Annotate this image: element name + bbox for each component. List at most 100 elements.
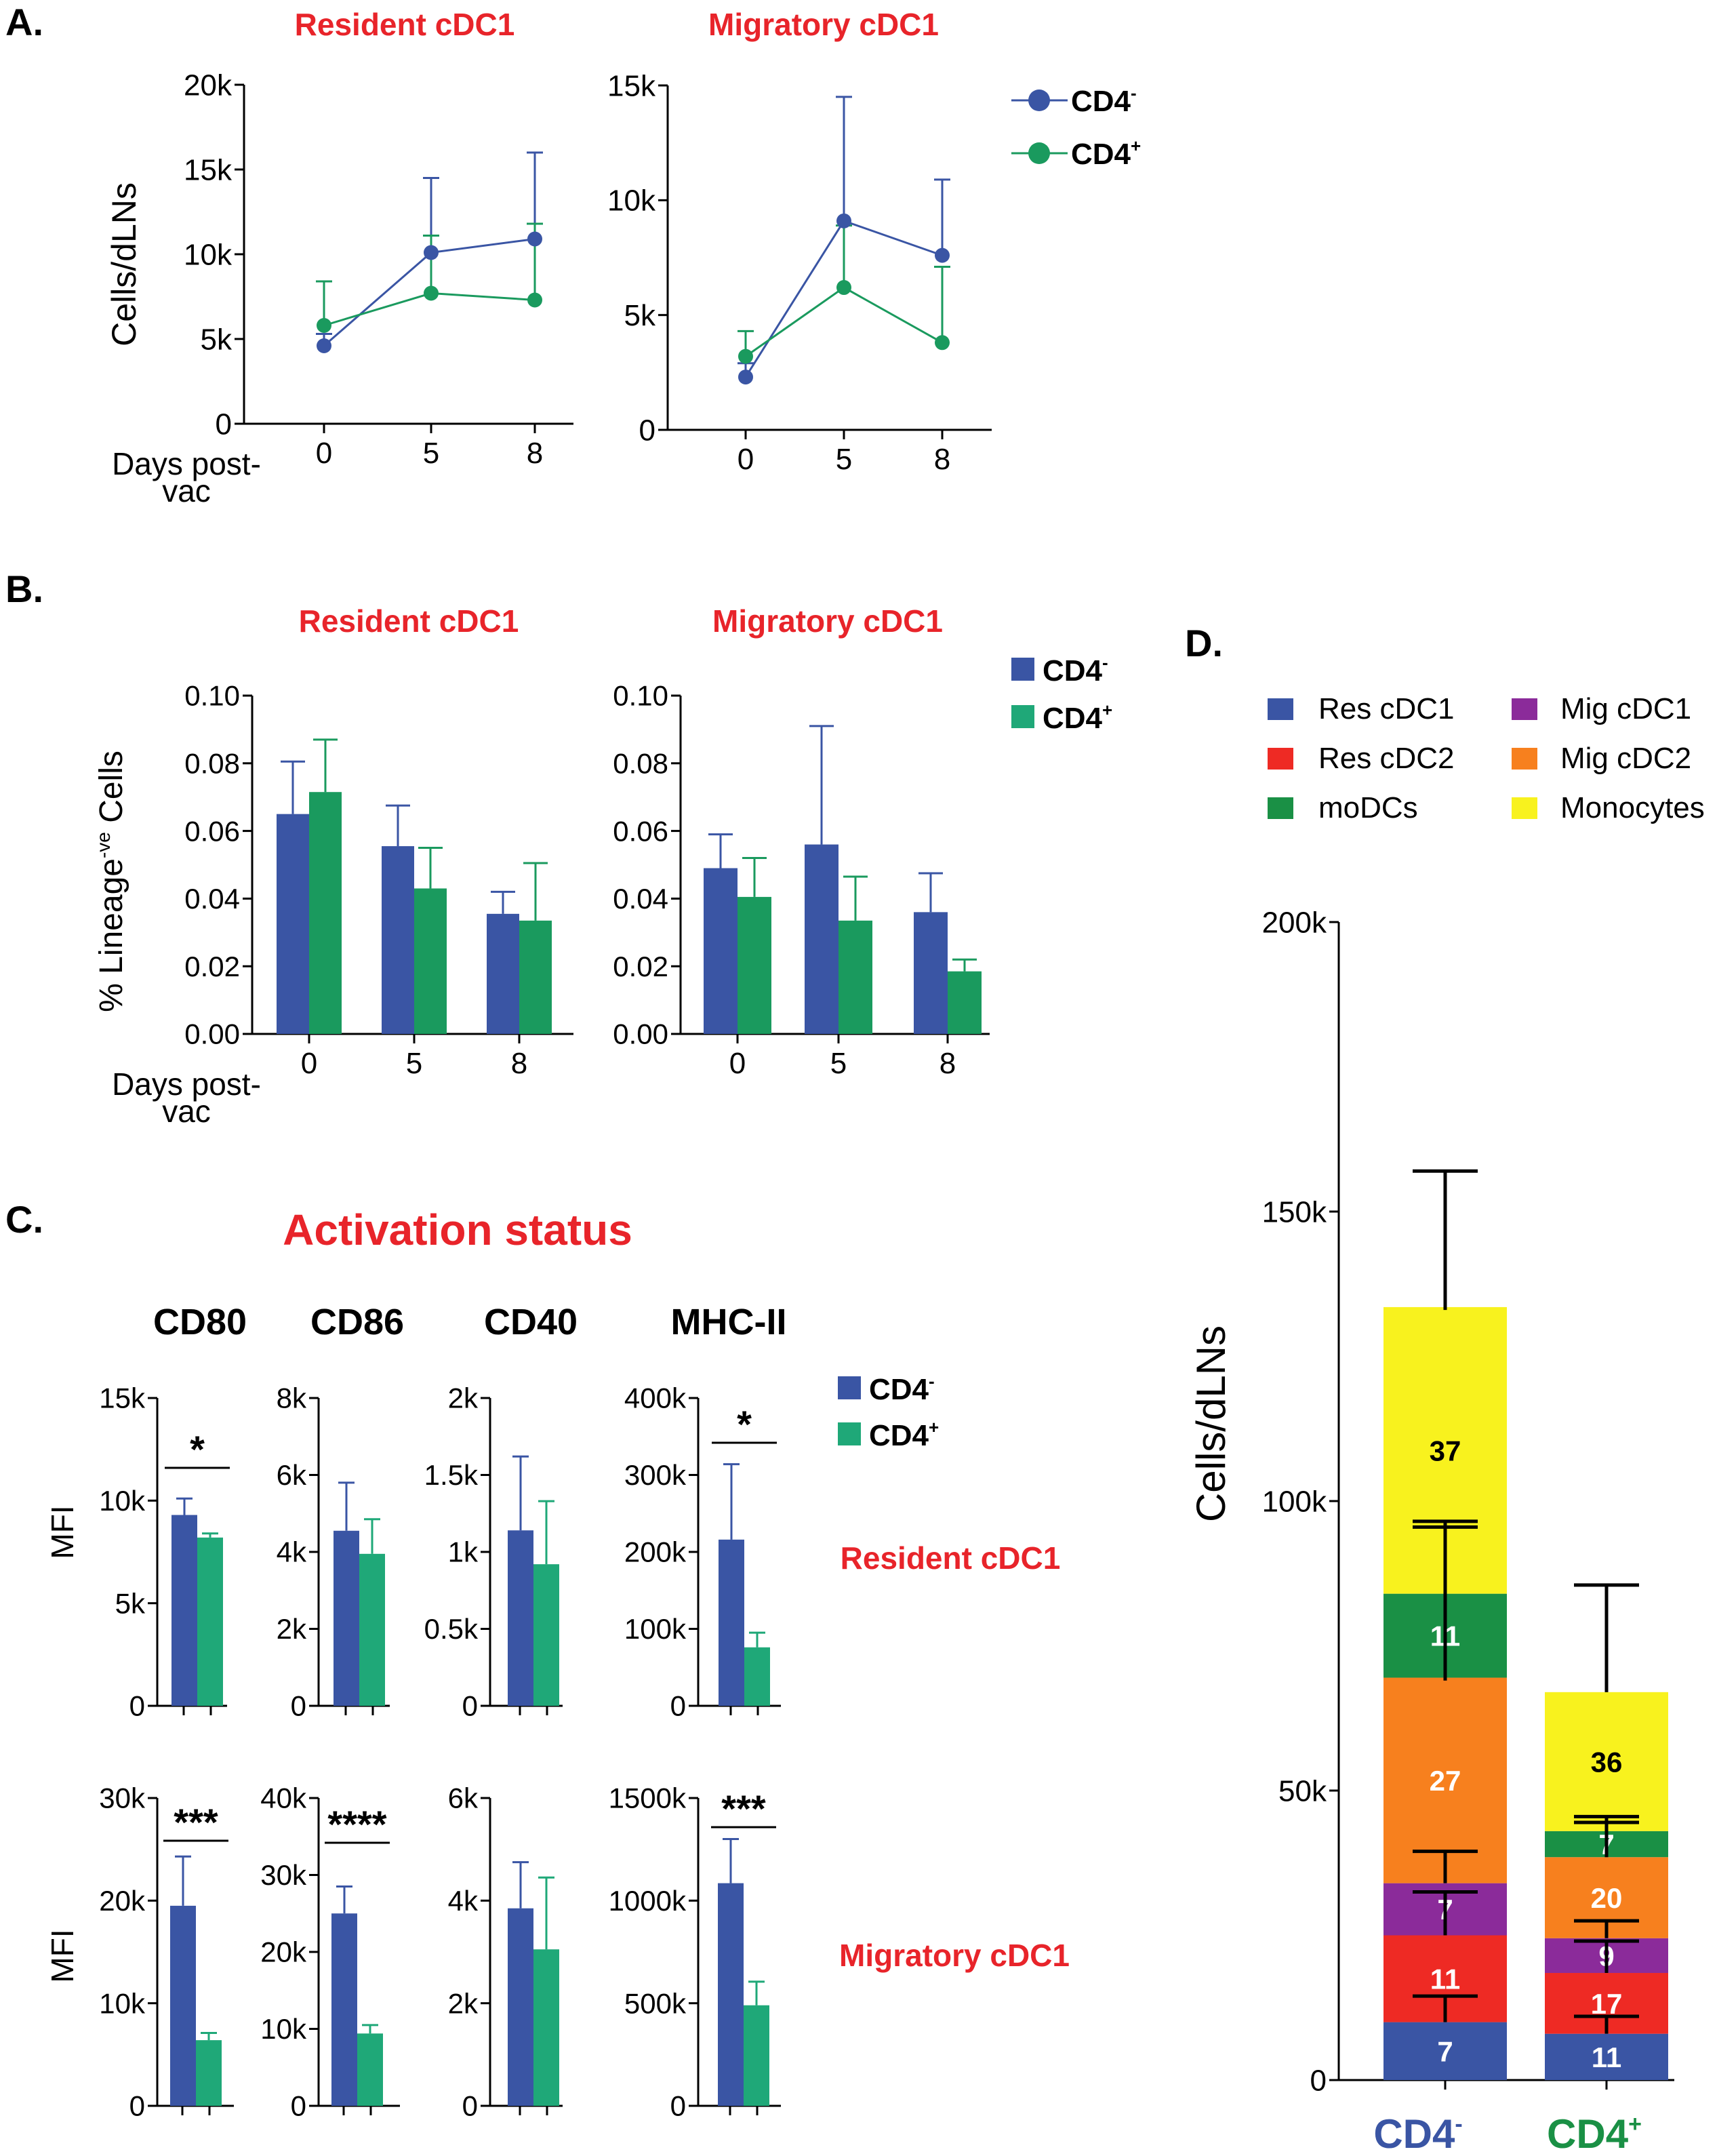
y-tick-label: 30k <box>260 1859 307 1891</box>
y-tick-label: 50k <box>1278 1774 1327 1808</box>
bar-cd4-pos <box>359 1553 385 1706</box>
bar-cd4-pos <box>738 896 771 1034</box>
y-tick-label: 200k <box>624 1536 687 1568</box>
legend-label-cd4-neg: CD4- <box>869 1371 935 1406</box>
legend-swatch-cd4-pos <box>1011 705 1034 728</box>
panel-c-migratory-cd86-chart: 0 10k 20k 30k 40k **** <box>260 1782 400 2122</box>
legend-swatch-res-cdc2 <box>1268 748 1293 770</box>
legend-swatch-res-cdc1 <box>1268 698 1293 720</box>
legend-label-cd4-pos: CD4+ <box>869 1417 939 1452</box>
legend-label-modcs: moDCs <box>1318 791 1418 824</box>
stack-segment-label: 36 <box>1591 1746 1623 1778</box>
legend-swatch-mig-cdc2 <box>1512 748 1537 770</box>
bar-cd4-pos <box>533 1949 559 2106</box>
y-tick-label: 1000k <box>609 1885 687 1917</box>
data-point <box>935 247 950 263</box>
panel-a-legend: CD4- CD4+ <box>1011 83 1141 171</box>
bar-cd4-neg <box>914 912 948 1034</box>
bar-cd4-neg <box>508 1530 533 1706</box>
bar-cd4-neg <box>704 868 738 1034</box>
y-tick-label: 15k <box>99 1382 146 1414</box>
panel-d-label: D. <box>1185 622 1223 664</box>
panel-a-days-label-line2: vac <box>162 473 211 508</box>
legend-swatch-cd4-pos <box>838 1422 861 1445</box>
y-tick-label: 0.10 <box>613 680 668 712</box>
y-tick-label: 0.02 <box>184 951 240 982</box>
y-tick-label: 8k <box>277 1382 307 1414</box>
y-tick-label: 0 <box>462 1690 478 1722</box>
legend-swatch-monocytes <box>1512 797 1537 819</box>
stack-segment-label: 11 <box>1430 1963 1460 1995</box>
y-tick-label: 4k <box>448 1885 479 1917</box>
y-tick-label: 0 <box>129 1690 145 1722</box>
panel-d-xlabel-cd4-pos: CD4+ <box>1547 2111 1642 2156</box>
panel-a-days-label-line1: Days post- <box>112 446 261 481</box>
bar-cd4-neg <box>719 1539 744 1706</box>
panel-c-row-label-migratory: Migratory cDC1 <box>839 1938 1070 1973</box>
panel-d-chart: 050k100k150k200k71172711371117920736 <box>1262 906 1674 2097</box>
legend-label-res-cdc1: Res cDC1 <box>1318 692 1455 725</box>
data-point <box>836 280 851 296</box>
panel-c-marker-mhcii: MHC-II <box>671 1302 787 1342</box>
data-point <box>738 370 753 385</box>
y-tick-label: 300k <box>624 1459 687 1491</box>
panel-c-row-label-resident: Resident cDC1 <box>841 1540 1061 1576</box>
bar-cd4-neg <box>277 814 309 1034</box>
y-tick-label: 20k <box>260 1936 307 1968</box>
panel-a-migratory-title: Migratory cDC1 <box>708 7 939 42</box>
y-tick-label: 10k <box>607 184 656 218</box>
panel-b-days-label-line1: Days post- <box>112 1066 261 1102</box>
panel-c-resident-cd86-chart: 0 2k 4k 6k 8k <box>277 1382 390 1722</box>
panel-c-resident-cd80-chart: 0 5k 10k 15k * <box>99 1382 230 1722</box>
legend-swatch-cd4-neg <box>1011 658 1034 681</box>
x-tick-label: 0 <box>301 1047 317 1080</box>
y-tick-label: 0 <box>291 1690 306 1722</box>
bar-cd4-pos <box>197 1537 223 1706</box>
bar-cd4-pos <box>744 1647 770 1706</box>
y-tick-label: 1k <box>448 1536 479 1568</box>
stack-segment-res-cdc1 <box>1383 2022 1507 2080</box>
y-tick-label: 0 <box>462 2090 478 2122</box>
y-tick-label: 2k <box>448 1382 479 1414</box>
y-tick-label: 15k <box>607 69 656 102</box>
bar-cd4-pos <box>357 2033 383 2106</box>
y-tick-label: 1500k <box>609 1782 687 1814</box>
x-tick-label: 5 <box>830 1047 847 1080</box>
panel-c-marker-cd80: CD80 <box>153 1302 247 1342</box>
legend-label-cd4-pos: CD4+ <box>1071 136 1141 171</box>
legend-label-monocytes: Monocytes <box>1560 791 1705 824</box>
bar-cd4-pos <box>948 971 982 1034</box>
stack-segment-monocytes <box>1545 1692 1668 1831</box>
significance-stars: * <box>190 1428 205 1471</box>
y-tick-label: 5k <box>115 1587 146 1619</box>
data-point <box>527 231 542 247</box>
y-tick-label: 1.5k <box>424 1459 479 1491</box>
data-point <box>738 348 753 364</box>
y-tick-label: 0.04 <box>613 883 668 915</box>
y-tick-label: 150k <box>1262 1195 1327 1229</box>
legend-swatch-modcs <box>1268 797 1293 819</box>
panel-b-resident-title: Resident cDC1 <box>299 603 519 639</box>
y-tick-label: 6k <box>448 1782 479 1814</box>
data-point <box>424 285 439 301</box>
y-tick-label: 0.08 <box>184 748 240 780</box>
panel-c-row2-ylabel: MFI <box>45 1929 80 1982</box>
y-tick-label: 5k <box>201 323 233 356</box>
stack-segment-label: 7 <box>1437 2035 1453 2067</box>
stack-segment-label: 11 <box>1592 2041 1621 2073</box>
x-tick-label: 8 <box>511 1047 527 1080</box>
y-tick-label: 0.00 <box>184 1018 240 1050</box>
y-tick-label: 0.06 <box>613 815 668 847</box>
significance-stars: * <box>737 1403 752 1445</box>
panel-a-resident-title: Resident cDC1 <box>295 7 515 42</box>
legend-label-res-cdc2: Res cDC2 <box>1318 742 1455 775</box>
stack-segment-label: 20 <box>1591 1882 1623 1914</box>
bar-cd4-neg <box>334 1530 359 1706</box>
bar-cd4-pos <box>414 888 447 1034</box>
y-tick-label: 0 <box>670 1690 686 1722</box>
panel-c-legend: CD4- CD4+ <box>838 1371 939 1452</box>
bar-cd4-neg <box>718 1883 744 2106</box>
legend-label-mig-cdc2: Mig cDC2 <box>1560 742 1691 775</box>
data-point <box>424 245 439 260</box>
stack-segment-label: 27 <box>1430 1765 1461 1797</box>
